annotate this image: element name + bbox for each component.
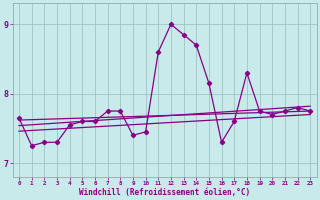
X-axis label: Windchill (Refroidissement éolien,°C): Windchill (Refroidissement éolien,°C) [79,188,250,197]
